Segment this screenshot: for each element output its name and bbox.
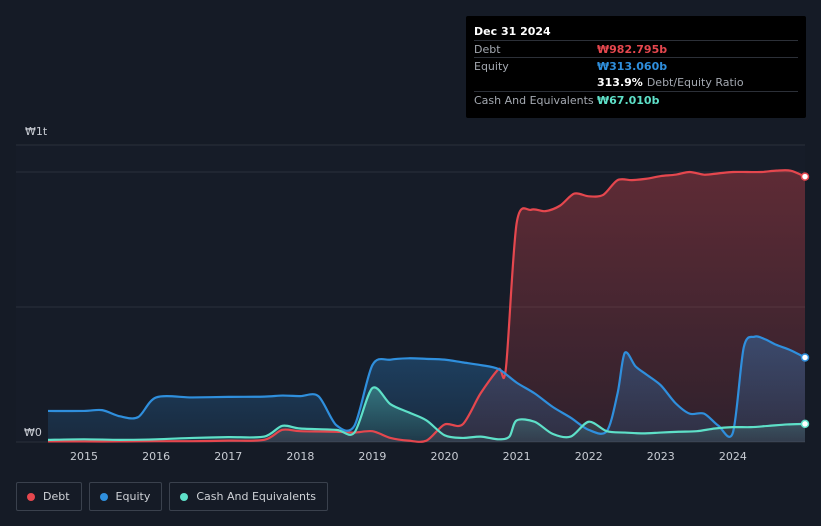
x-tick-label: 2016	[142, 450, 170, 463]
area-debt	[48, 170, 805, 442]
x-tick-label: 2020	[431, 450, 459, 463]
x-tick-label: 2015	[70, 450, 98, 463]
x-tick-label: 2019	[358, 450, 386, 463]
legend-dot-icon	[99, 492, 108, 501]
area-equity	[48, 336, 805, 442]
legend-dot-icon	[180, 492, 189, 501]
tooltip-row: 313.9% Debt/Equity Ratio	[474, 74, 798, 91]
tooltip-row-value: ₩982.795b	[597, 43, 668, 56]
endpoint-cash	[800, 419, 810, 429]
y-axis-label-top: ₩1t	[25, 125, 48, 138]
legend-label: Debt	[43, 490, 70, 503]
tooltip: Dec 31 2024 Debt ₩982.795b Equity ₩313.060b…	[466, 16, 806, 118]
legend-label: Equity	[115, 490, 151, 503]
legend-item-debt[interactable]: Debt	[16, 482, 82, 511]
tooltip-row-label	[474, 74, 597, 91]
tooltip-row-value: ₩67.010b	[597, 94, 660, 107]
tooltip-row-label: Equity	[474, 60, 509, 73]
x-tick-label: 2021	[503, 450, 531, 463]
line-equity	[47, 335, 806, 438]
endpoint-equity	[800, 353, 810, 362]
tooltip-row-value: ₩313.060b	[597, 60, 668, 73]
tooltip-row: Cash And Equivalents ₩67.010b	[474, 91, 798, 108]
line-debt	[47, 169, 806, 443]
legend-dot-icon	[27, 492, 35, 501]
x-tick-label: 2017	[214, 450, 242, 463]
tooltip-row-value: 313.9%	[597, 76, 643, 89]
x-tick-label: 2018	[286, 450, 314, 463]
tooltip-date: Dec 31 2024	[474, 25, 551, 38]
tooltip-row: Debt ₩982.795b	[474, 40, 798, 57]
legend-item-cash-and-equivalents[interactable]: Cash And Equivalents	[169, 482, 328, 511]
legend-item-equity[interactable]: Equity	[88, 482, 163, 511]
x-tick-label: 2024	[719, 450, 747, 463]
tooltip-row-label: Cash And Equivalents	[474, 94, 594, 107]
tooltip-row: Equity ₩313.060b	[474, 57, 798, 74]
legend-label: Cash And Equivalents	[196, 490, 316, 503]
x-tick-label: 2022	[575, 450, 603, 463]
tooltip-row-suffix: Debt/Equity Ratio	[646, 76, 744, 89]
legend: Debt Equity Cash And Equivalents	[16, 482, 328, 511]
line-cash	[47, 386, 806, 441]
x-tick-label: 2023	[647, 450, 675, 463]
endpoint-debt	[800, 172, 810, 181]
tooltip-row-label: Debt	[474, 43, 501, 56]
y-axis-label-bottom: ₩0	[24, 426, 42, 439]
